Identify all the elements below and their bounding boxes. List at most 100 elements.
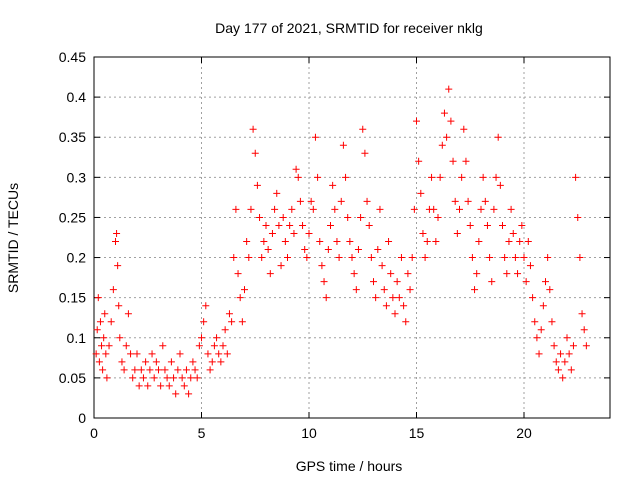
data-point — [288, 205, 296, 213]
data-point — [320, 278, 328, 286]
x-tick-label: 20 — [516, 425, 532, 441]
data-point — [507, 205, 515, 213]
data-point — [206, 366, 214, 374]
plot-frame — [93, 56, 611, 419]
data-point — [361, 149, 369, 157]
data-point — [563, 334, 571, 342]
data-point — [389, 294, 397, 302]
data-point — [374, 246, 382, 254]
data-point — [251, 149, 259, 157]
data-point — [112, 238, 119, 246]
data-point — [277, 262, 285, 270]
data-point — [305, 229, 313, 237]
data-point — [167, 358, 175, 366]
data-point — [387, 270, 395, 278]
data-point — [322, 294, 330, 302]
data-point — [307, 197, 315, 205]
data-point — [518, 221, 526, 229]
data-point — [413, 117, 420, 125]
data-point — [382, 302, 390, 310]
data-point — [481, 197, 489, 205]
data-point — [432, 238, 440, 246]
data-point — [236, 294, 244, 302]
data-point — [101, 310, 109, 318]
data-point — [514, 270, 522, 278]
data-point — [479, 173, 487, 181]
data-point — [537, 326, 545, 334]
data-point — [165, 382, 173, 390]
data-point — [253, 181, 261, 189]
data-point — [144, 382, 152, 390]
data-point — [550, 342, 558, 350]
y-tick-label: 0.45 — [59, 49, 86, 65]
data-point — [221, 326, 229, 334]
data-point — [331, 205, 339, 213]
data-point — [98, 342, 106, 350]
data-point — [344, 213, 352, 221]
data-point — [460, 125, 468, 133]
data-point — [376, 205, 384, 213]
data-point — [100, 334, 108, 342]
y-tick-labels: 0 0.05 0.1 0.15 0.2 0.25 0.3 0.35 0.4 0.45 — [59, 49, 86, 426]
data-point — [494, 133, 502, 141]
data-point — [449, 157, 457, 165]
data-point — [458, 173, 466, 181]
data-point — [258, 254, 266, 262]
data-point — [243, 238, 251, 246]
data-point — [299, 221, 307, 229]
data-point — [195, 342, 203, 350]
data-point — [554, 366, 562, 374]
chart-title: Day 177 of 2021, SRMTID for receiver nkl… — [215, 20, 483, 36]
data-point — [535, 350, 543, 358]
data-point — [357, 213, 365, 221]
data-point — [546, 286, 554, 294]
data-point — [135, 382, 143, 390]
data-point — [348, 254, 356, 262]
data-point — [122, 342, 130, 350]
data-point — [421, 254, 429, 262]
data-point — [95, 358, 103, 366]
data-point — [208, 358, 216, 366]
data-point — [509, 229, 517, 237]
data-point — [174, 366, 182, 374]
data-point — [157, 382, 165, 390]
data-point — [456, 205, 463, 213]
data-point — [490, 205, 498, 213]
data-point — [352, 286, 360, 294]
data-point — [565, 350, 573, 358]
data-point — [296, 197, 304, 205]
data-point — [213, 334, 221, 342]
data-point — [520, 254, 528, 262]
data-point — [529, 294, 537, 302]
x-tick-label: 0 — [90, 425, 98, 441]
x-tick-label: 15 — [409, 425, 425, 441]
x-axis-label: GPS time / hours — [296, 458, 403, 474]
data-point — [103, 374, 111, 382]
data-point — [228, 318, 236, 326]
data-point — [569, 342, 577, 350]
data-point — [193, 374, 201, 382]
data-point — [105, 342, 113, 350]
data-point — [440, 109, 448, 117]
data-point — [462, 157, 470, 165]
data-point — [522, 278, 530, 286]
data-point — [204, 350, 212, 358]
data-point — [152, 358, 160, 366]
data-point — [438, 141, 446, 149]
data-point — [466, 221, 474, 229]
data-point — [281, 238, 289, 246]
data-point — [580, 326, 588, 334]
data-point — [423, 238, 431, 246]
data-point — [524, 238, 532, 246]
data-point — [363, 197, 371, 205]
data-point — [557, 350, 565, 358]
data-point — [210, 342, 218, 350]
data-point — [337, 197, 345, 205]
data-point — [533, 334, 541, 342]
data-point — [170, 374, 178, 382]
data-point — [159, 342, 167, 350]
data-point — [400, 302, 408, 310]
data-point — [266, 270, 274, 278]
data-point — [419, 229, 427, 237]
data-point — [346, 238, 354, 246]
